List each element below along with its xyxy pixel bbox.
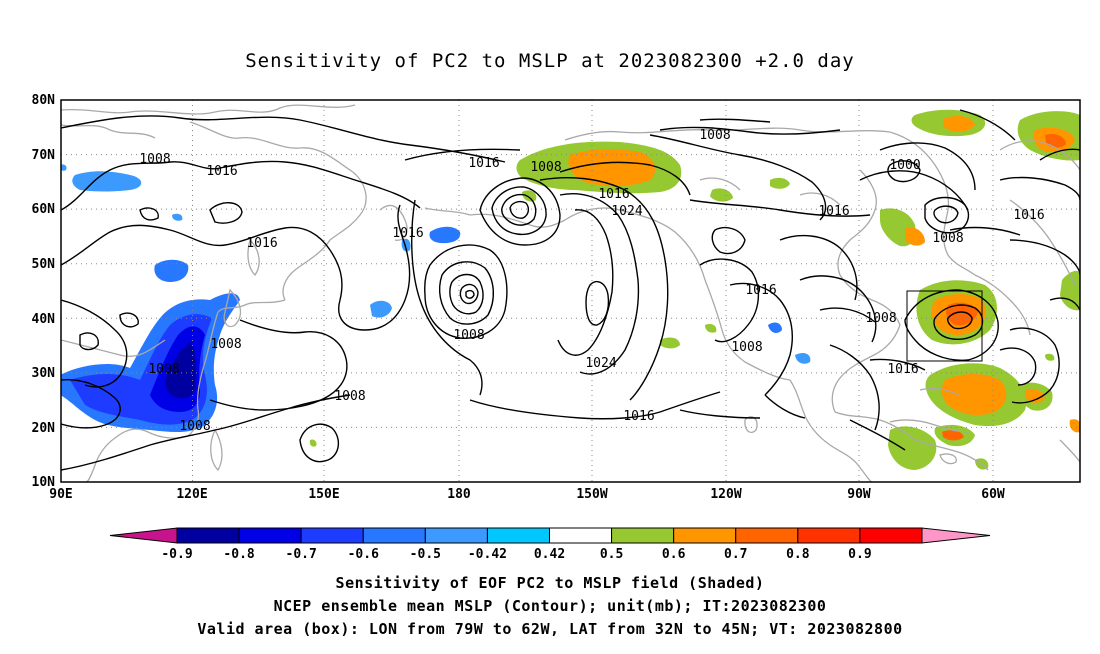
colorbar-box — [673, 527, 737, 544]
colorbar-box — [486, 527, 550, 544]
caption-line-3: Valid area (box): LON from 79W to 62W, L… — [197, 620, 903, 638]
contour-label: 1008 — [530, 160, 561, 175]
caption-line-2: NCEP ensemble mean MSLP (Contour); unit(… — [273, 597, 827, 615]
contour-label: 1016 — [468, 156, 499, 171]
lon-label-90w: 90W — [847, 487, 871, 502]
contour-label: 1008 — [453, 328, 484, 343]
colorbar-label: 0.42 — [534, 547, 565, 562]
colorbar-arrow-high — [921, 527, 991, 544]
contour-label: 1000 — [889, 158, 920, 173]
colorbar-box — [238, 527, 302, 544]
colorbar-box — [176, 527, 240, 544]
coastlines — [61, 104, 1080, 482]
colorbar-label: 0.6 — [662, 547, 686, 562]
colorbar-box — [362, 527, 426, 544]
contour-label: 1016 — [745, 283, 776, 298]
lat-label-30n: 30N — [32, 366, 56, 381]
contour-label: 1008 — [210, 337, 241, 352]
contour-label: 1016 — [392, 226, 423, 241]
colorbar-label: -0.42 — [468, 547, 507, 562]
lat-label-80n: 80N — [32, 93, 56, 108]
contour-labels: 1008 1016 1016 1016 1008 1008 1008 1008 … — [139, 128, 1044, 434]
colorbar-box — [549, 527, 613, 544]
contour-label: 1008 — [731, 340, 762, 355]
contour-label: 1016 — [623, 409, 654, 424]
contour-label: 1016 — [887, 362, 918, 377]
contour-label: 1008 — [148, 362, 179, 377]
contour-label: 1016 — [206, 164, 237, 179]
contour-label: 1008 — [932, 231, 963, 246]
contour-label: 1016 — [598, 187, 629, 202]
contour-label: 1016 — [1013, 208, 1044, 223]
lat-label-70n: 70N — [32, 148, 56, 163]
colorbar-label: -0.6 — [348, 547, 379, 562]
colorbar-label: -0.9 — [161, 547, 192, 562]
lat-lon-grid — [61, 100, 1080, 482]
negative-sensitivity-shading — [61, 164, 811, 432]
colorbar-box — [859, 527, 923, 544]
colorbar-label: 0.5 — [600, 547, 623, 562]
map-border — [60, 99, 1081, 483]
lat-label-50n: 50N — [32, 257, 56, 272]
lat-label-60n: 60N — [32, 202, 56, 217]
contour-label: 1024 — [611, 204, 642, 219]
lat-label-20n: 20N — [32, 421, 56, 436]
contour-label: 1016 — [246, 236, 277, 251]
lon-label-180: 180 — [447, 487, 471, 502]
lat-label-40n: 40N — [32, 312, 56, 327]
lon-axis: 90E 120E 150E 180 150W 120W 90W 60W — [49, 487, 1005, 502]
colorbar-label: -0.7 — [286, 547, 317, 562]
contour-label: 1008 — [699, 128, 730, 143]
contour-label: 1008 — [179, 419, 210, 434]
colorbar-box — [735, 527, 799, 544]
colorbar-label: 0.8 — [786, 547, 810, 562]
lon-label-60w: 60W — [981, 487, 1005, 502]
colorbar-box — [797, 527, 861, 544]
contour-label: 1008 — [139, 152, 170, 167]
lon-label-120e: 120E — [176, 487, 207, 502]
lat-label-10n: 10N — [32, 475, 56, 490]
colorbar: -0.9 -0.8 -0.7 -0.6 -0.5 -0.42 0.42 0.5 0.6 0.7 0.… — [109, 527, 991, 562]
mslp-contours — [61, 109, 1080, 471]
positive-sensitivity-shading — [309, 109, 1080, 470]
contour-label: 1008 — [865, 311, 896, 326]
colorbar-arrow-low — [109, 527, 178, 544]
colorbar-box — [300, 527, 364, 544]
colorbar-label: 0.9 — [848, 547, 871, 562]
caption-line-1: Sensitivity of EOF PC2 to MSLP field (Sh… — [335, 574, 765, 592]
colorbar-label: -0.5 — [410, 547, 441, 562]
colorbar-box — [611, 527, 675, 544]
valid-area-box — [906, 290, 983, 362]
chart-title: Sensitivity of PC2 to MSLP at 2023082300… — [245, 50, 855, 72]
contour-label: 1016 — [818, 204, 849, 219]
lon-label-150e: 150E — [308, 487, 339, 502]
lat-axis: 80N 70N 60N 50N 40N 30N 20N 10N — [32, 93, 56, 490]
colorbar-label: 0.7 — [724, 547, 747, 562]
contour-label: 1024 — [585, 356, 616, 371]
lon-label-120w: 120W — [710, 487, 741, 502]
colorbar-box — [424, 527, 488, 544]
colorbar-label: -0.8 — [223, 547, 254, 562]
lon-label-90e: 90E — [49, 487, 72, 502]
lon-label-150w: 150W — [576, 487, 607, 502]
contour-label: 1008 — [334, 389, 365, 404]
